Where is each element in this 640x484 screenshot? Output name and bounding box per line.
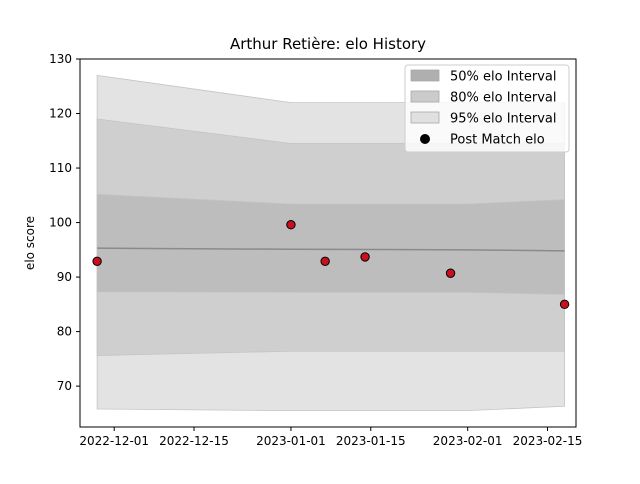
chart-title: Arthur Retière: elo History — [230, 35, 426, 53]
legend-label: Post Match elo — [450, 133, 545, 148]
x-tick-label: 2023-02-15 — [513, 434, 583, 448]
y-tick-label: 80 — [57, 325, 72, 339]
y-tick-label: 70 — [57, 379, 72, 393]
post-match-elo-point — [559, 299, 570, 310]
y-tick-label: 120 — [49, 107, 72, 121]
elo-estimate-line — [97, 247, 565, 252]
y-tick-label: 110 — [49, 161, 72, 175]
post-match-elo-point — [320, 256, 330, 266]
x-tick-label: 2022-12-01 — [79, 434, 149, 448]
x-axis: 2022-12-01 2022-12-15 2023-01-01 2023-01-15… — [79, 427, 582, 448]
x-tick-label: 2023-02-01 — [433, 434, 503, 448]
post-match-elo-point — [286, 220, 296, 230]
y-axis-label: elo score — [23, 216, 37, 270]
50-elo-interval-band — [96, 193, 565, 295]
legend-swatch-95-elo-interval — [410, 111, 440, 124]
y-tick-label: 90 — [57, 270, 72, 284]
plot-area — [92, 74, 570, 412]
legend-box — [404, 64, 570, 153]
y-tick-label: 100 — [49, 216, 72, 230]
y-tick-label: 130 — [49, 52, 72, 66]
x-tick-label: 2023-01-01 — [256, 434, 326, 448]
post-match-elo-point — [92, 256, 102, 266]
legend-label: 95% elo Interval — [450, 112, 557, 127]
legend-marker-post-match-elo — [420, 134, 430, 144]
post-match-elo-point — [445, 268, 456, 278]
x-tick-label: 2022-12-15 — [159, 434, 229, 448]
legend-label: 50% elo Interval — [450, 70, 557, 85]
y-axis: 70 80 90 100 110 120 130 — [49, 52, 80, 393]
legend-label: 80% elo Interval — [450, 91, 557, 106]
post-match-elo-point — [360, 252, 370, 262]
legend-swatch-50-elo-interval — [410, 69, 440, 82]
legend-swatch-80-elo-interval — [410, 90, 440, 103]
legend: 50% elo Interval 80% elo Interval 95% elo … — [404, 64, 570, 153]
axes-frame — [79, 58, 577, 428]
x-tick-label: 2023-01-15 — [336, 434, 406, 448]
